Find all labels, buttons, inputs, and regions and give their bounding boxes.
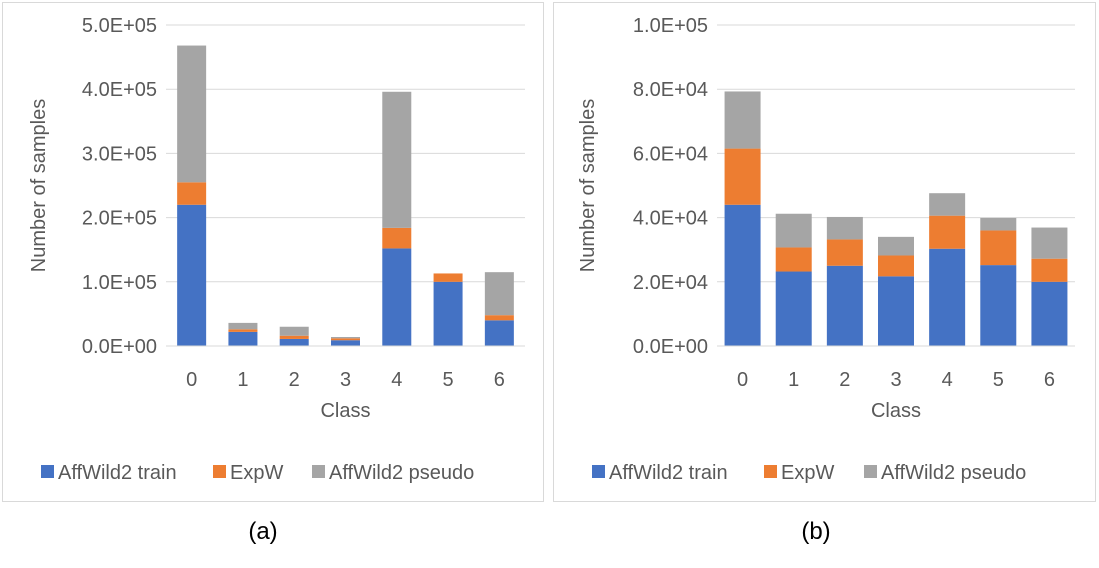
bar-segment xyxy=(433,281,463,346)
bar-segment xyxy=(228,329,258,332)
bar-segment xyxy=(279,335,309,339)
y-tick-label: 4.0E+05 xyxy=(82,79,157,101)
bar-segment xyxy=(878,276,914,346)
y-tick-label: 8.0E+04 xyxy=(633,79,708,101)
y-tick-label: 5.0E+05 xyxy=(82,15,157,37)
caption-b: (b) xyxy=(801,518,831,545)
legend-swatch xyxy=(764,465,777,478)
bar-segment xyxy=(331,338,360,341)
bar-segment xyxy=(929,193,966,216)
y-tick-label: 6.0E+04 xyxy=(633,143,708,165)
chart-a-svg: 0.0E+00 1.0E+05 2.0E+05 3.0E+05 4.0E+05 5.0E+… xyxy=(28,15,525,484)
x-tick-label: 5 xyxy=(993,369,1004,391)
chart-panel-a: 0.0E+00 1.0E+05 2.0E+05 3.0E+05 4.0E+05 5.0E+… xyxy=(2,2,544,502)
bar-segment xyxy=(484,315,514,321)
y-tick-label: 2.0E+04 xyxy=(633,272,708,294)
y-axis-title: Number of samples xyxy=(28,99,50,272)
bar-segment xyxy=(1031,281,1068,346)
bar-segment xyxy=(433,273,463,282)
x-tick-label: 0 xyxy=(737,369,748,391)
legend-swatch xyxy=(864,465,877,478)
bar-segment xyxy=(826,265,863,346)
y-tick-label: 1.0E+05 xyxy=(82,272,157,294)
x-tick-label: 3 xyxy=(890,369,901,391)
bar-segment xyxy=(929,215,966,249)
legend-label: AffWild2 train xyxy=(58,462,177,484)
y-tick-label: 4.0E+04 xyxy=(633,208,708,230)
x-tick-label: 2 xyxy=(289,369,300,391)
bar-segment xyxy=(279,338,309,346)
y-tick-label: 3.0E+05 xyxy=(82,143,157,165)
bar-segment xyxy=(724,148,761,205)
x-axis-title: Class xyxy=(320,400,370,422)
x-tick-label: 6 xyxy=(494,369,505,391)
legend-swatch xyxy=(213,465,226,478)
chart-panel-b: 0.0E+00 2.0E+04 4.0E+04 6.0E+04 8.0E+04 1.0E+… xyxy=(553,2,1096,502)
y-tick-label: 0.0E+00 xyxy=(82,336,157,358)
bar-segment xyxy=(775,247,812,272)
bar-segment xyxy=(177,204,207,346)
y-tick-label: 1.0E+05 xyxy=(633,15,708,37)
x-tick-label: 1 xyxy=(237,369,248,391)
bar-segment xyxy=(1031,227,1068,259)
bar-segment xyxy=(382,227,412,249)
bar-segment xyxy=(228,322,258,330)
legend-label: ExpW xyxy=(230,462,283,484)
bar-segment xyxy=(177,45,207,183)
legend-swatch xyxy=(312,465,325,478)
x-axis-title: Class xyxy=(871,400,921,422)
bar-segment xyxy=(826,216,863,240)
legend-label: AffWild2 pseudo xyxy=(329,462,474,484)
x-tick-label: 5 xyxy=(443,369,454,391)
bar-segment xyxy=(878,255,914,277)
bar-segment xyxy=(484,320,514,346)
bar-segment xyxy=(980,230,1017,266)
x-tick-label: 3 xyxy=(340,369,351,391)
x-tick-label: 6 xyxy=(1044,369,1055,391)
chart-b-svg: 0.0E+00 2.0E+04 4.0E+04 6.0E+04 8.0E+04 1.0E+… xyxy=(577,15,1075,484)
bar-segment xyxy=(177,182,207,205)
bar-segment xyxy=(980,217,1017,231)
x-tick-label: 1 xyxy=(788,369,799,391)
bar-segment xyxy=(331,337,360,339)
legend-label: AffWild2 train xyxy=(609,462,728,484)
caption-a: (a) xyxy=(248,518,278,545)
bar-segment xyxy=(382,91,412,228)
bar-segment xyxy=(1031,258,1068,282)
bar-segment xyxy=(929,248,966,346)
legend-label: ExpW xyxy=(781,462,834,484)
x-tick-label: 4 xyxy=(391,369,402,391)
bar-segment xyxy=(724,204,761,346)
legend-swatch xyxy=(41,465,54,478)
bar-segment xyxy=(775,271,812,346)
legend-swatch xyxy=(592,465,605,478)
x-tick-label: 4 xyxy=(942,369,953,391)
bar-segment xyxy=(279,326,309,336)
bar-segment xyxy=(484,272,514,316)
bar-segment xyxy=(878,236,914,256)
x-tick-label: 2 xyxy=(839,369,850,391)
bar-segment xyxy=(382,248,412,346)
y-tick-label: 0.0E+00 xyxy=(633,336,708,358)
bar-segment xyxy=(228,331,258,346)
y-axis-title: Number of samples xyxy=(577,99,599,272)
x-tick-label: 0 xyxy=(186,369,197,391)
bar-segment xyxy=(724,91,761,149)
legend-label: AffWild2 pseudo xyxy=(881,462,1026,484)
bar-segment xyxy=(775,213,812,248)
bar-segment xyxy=(980,265,1017,346)
y-tick-label: 2.0E+05 xyxy=(82,208,157,230)
bar-segment xyxy=(826,239,863,266)
bar-segment xyxy=(331,340,360,346)
